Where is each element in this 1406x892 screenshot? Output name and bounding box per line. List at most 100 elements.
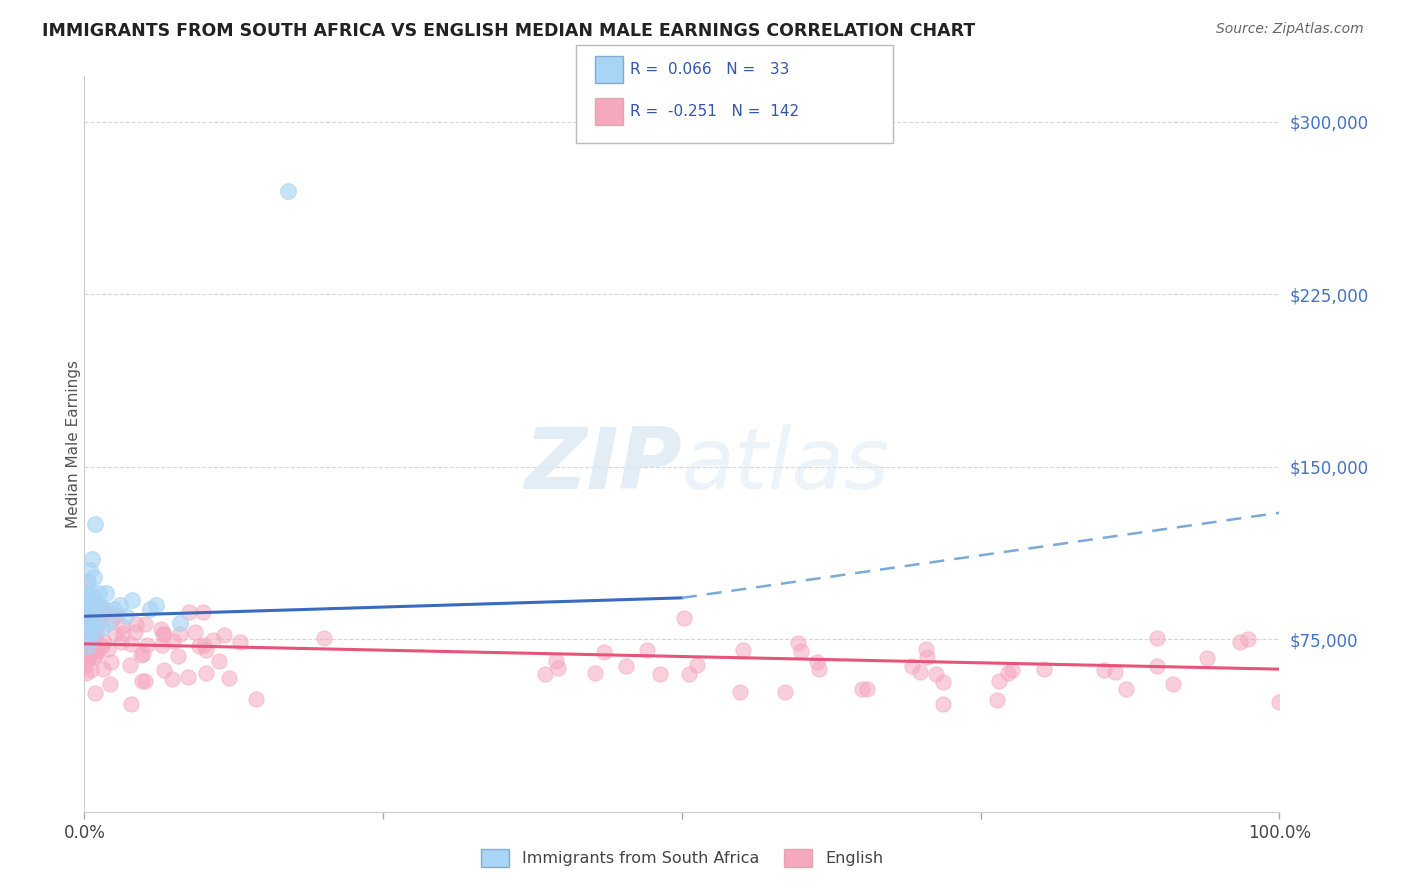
Legend: Immigrants from South Africa, English: Immigrants from South Africa, English	[474, 842, 890, 873]
Point	[73, 644, 96, 658]
Point	[86, 609, 108, 624]
Point	[80, 663, 103, 677]
Point	[80, 586, 103, 600]
Point	[115, 609, 138, 624]
Point	[533, 666, 555, 681]
Point	[80, 644, 103, 658]
Point	[77, 645, 100, 659]
Point	[125, 617, 148, 632]
Point	[77, 602, 100, 616]
Point	[187, 640, 209, 654]
Point	[75, 657, 97, 672]
Point	[1001, 663, 1024, 677]
Point	[73, 648, 96, 663]
Point	[636, 642, 658, 657]
Point	[124, 625, 146, 640]
Point	[177, 605, 200, 619]
Point	[901, 659, 924, 673]
Point	[152, 627, 174, 641]
Point	[79, 633, 101, 648]
Point	[136, 638, 159, 652]
Point	[91, 601, 114, 615]
Point	[149, 622, 172, 636]
Point	[193, 605, 215, 619]
Point	[75, 612, 97, 626]
Point	[79, 632, 101, 647]
Point	[104, 607, 127, 622]
Point	[77, 621, 100, 635]
Point	[75, 626, 97, 640]
Point	[1115, 682, 1137, 697]
Point	[134, 673, 156, 688]
Point	[1268, 695, 1291, 709]
Point	[786, 636, 808, 650]
Point	[195, 666, 218, 681]
Point	[592, 645, 614, 659]
Point	[910, 665, 932, 680]
Point	[79, 623, 101, 637]
Point	[924, 667, 946, 681]
Point	[988, 673, 1011, 688]
Point	[75, 650, 97, 665]
Point	[145, 598, 167, 612]
Point	[73, 649, 96, 664]
Point	[84, 648, 107, 662]
Point	[1032, 662, 1054, 676]
Point	[86, 598, 108, 612]
Point	[201, 632, 224, 647]
Point	[91, 621, 114, 635]
Point	[83, 570, 105, 584]
Point	[83, 650, 105, 665]
Point	[77, 574, 100, 589]
Point	[75, 625, 97, 640]
Point	[76, 574, 98, 588]
Point	[152, 663, 174, 677]
Point	[80, 601, 103, 615]
Point	[121, 593, 143, 607]
Point	[98, 676, 121, 690]
Point	[82, 628, 104, 642]
Point	[132, 647, 155, 661]
Point	[932, 675, 955, 690]
Point	[134, 617, 156, 632]
Point	[1146, 631, 1168, 645]
Point	[544, 654, 567, 668]
Point	[93, 602, 115, 616]
Point	[79, 563, 101, 577]
Point	[773, 685, 796, 699]
Point	[1161, 677, 1184, 691]
Point	[87, 613, 110, 627]
Point	[75, 640, 97, 655]
Point	[686, 657, 709, 672]
Text: ZIP: ZIP	[524, 425, 682, 508]
Point	[1197, 651, 1219, 665]
Point	[1104, 665, 1126, 679]
Point	[807, 662, 830, 676]
Point	[94, 586, 117, 600]
Point	[183, 624, 205, 639]
Point	[76, 609, 98, 624]
Y-axis label: Median Male Earnings: Median Male Earnings	[66, 359, 80, 528]
Point	[77, 639, 100, 653]
Point	[104, 627, 127, 641]
Point	[82, 593, 104, 607]
Point	[583, 666, 606, 681]
Point	[169, 626, 191, 640]
Point	[75, 623, 97, 637]
Point	[75, 644, 97, 658]
Point	[82, 625, 104, 640]
Point	[75, 651, 97, 665]
Point	[129, 648, 152, 663]
Point	[73, 633, 96, 648]
Point	[806, 655, 828, 669]
Point	[212, 628, 235, 642]
Point	[118, 658, 141, 673]
Point	[79, 646, 101, 660]
Point	[131, 674, 153, 689]
Text: Source: ZipAtlas.com: Source: ZipAtlas.com	[1216, 22, 1364, 37]
Point	[80, 551, 103, 566]
Point	[87, 586, 110, 600]
Point	[75, 620, 97, 634]
Point	[73, 632, 96, 647]
Point	[80, 637, 103, 651]
